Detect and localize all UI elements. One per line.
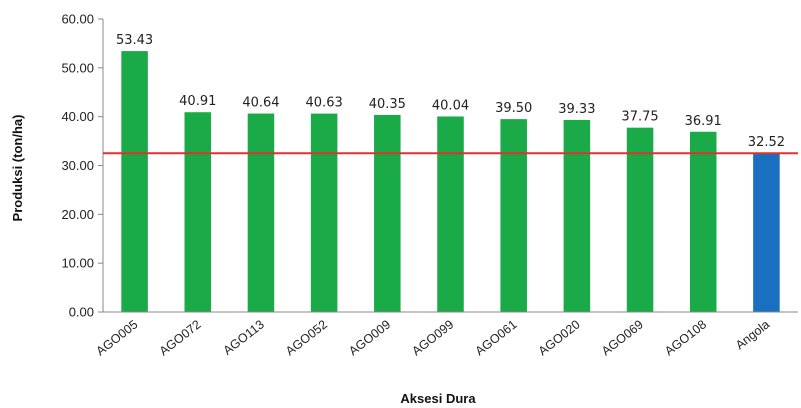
data-labels: 53.43 40.91 40.64 40.63 40.35 40.04 39.50 39.33… [116,33,785,150]
bar [310,113,338,312]
x-tick-label: AGO061 [473,317,520,358]
x-tick-label: AGO072 [157,317,204,358]
bar [563,119,591,312]
data-label: 37.75 [621,110,658,125]
y-tick-label: 20.00 [61,207,94,222]
bar [184,112,212,312]
bar [626,127,654,312]
y-axis-ticks: 0.00 10.00 20.00 30.00 40.00 50.00 60.00 [61,12,103,320]
bar [689,131,717,312]
x-tick-label: AGO009 [346,317,393,358]
x-tick-label: Angola [733,317,772,352]
data-label: 40.35 [369,97,406,112]
x-tick-label: AGO069 [599,317,646,358]
bar [753,153,780,312]
y-tick-label: 10.00 [61,256,94,271]
x-tick-label: AGO052 [283,317,330,358]
data-label: 53.43 [116,33,153,48]
data-label: 32.52 [748,135,785,150]
y-tick-label: 50.00 [61,60,94,75]
bar [374,114,401,313]
x-axis-title: Aksesi Dura [400,391,476,406]
bar-series [121,51,780,313]
data-label: 40.04 [432,98,469,113]
x-tick-label: AGO113 [221,317,267,357]
data-label: 40.64 [242,96,279,111]
bar [247,113,275,312]
data-label: 39.33 [558,102,595,117]
data-label: 36.91 [685,114,722,129]
x-axis-ticks: AGO005 AGO072 AGO113 AGO052 AGO009 AGO099 AGO0… [93,317,772,358]
y-tick-label: 40.00 [61,109,94,124]
x-tick-label: AGO005 [93,317,140,358]
data-label: 39.50 [495,101,532,116]
y-tick-label: 60.00 [61,12,94,27]
x-tick-label: AGO099 [409,317,456,358]
y-tick-label: 30.00 [61,158,94,173]
bar [500,119,527,312]
x-tick-label: AGO108 [662,317,709,358]
data-label: 40.63 [306,96,343,111]
x-tick-label: AGO020 [536,317,583,358]
y-axis-title: Produksi (ton/ha) [10,115,25,222]
bar [437,116,464,312]
bar [121,51,148,313]
y-tick-label: 0.00 [69,305,94,320]
data-label: 40.91 [179,94,216,109]
